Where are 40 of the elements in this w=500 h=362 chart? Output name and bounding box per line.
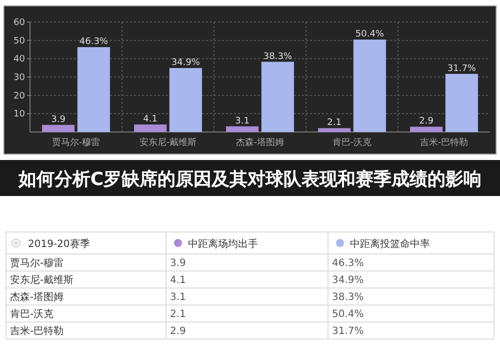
text: 2.1 [170,309,186,320]
text: 50.4% [332,309,364,320]
text: 46.3% [332,258,364,269]
data-label: 4.1 [143,114,158,124]
x-tick-label: 肯巴-沃克 [332,137,372,148]
category-label: 杰森-塔图姆 [10,292,64,303]
category-label: 安东尼-戴维斯 [10,275,74,286]
data-label: 46.3% [79,37,108,48]
text: 3.9 [170,258,186,269]
data-label: 2.1 [327,118,342,128]
data-label: 2.9 [419,116,434,127]
data-label: 50.4% [355,30,384,40]
data-label: 3.1 [235,116,250,126]
category-label: 贾马尔-穆雷 [10,258,64,269]
y-tick-label: 30 [14,73,26,83]
text: 34.9% [332,275,364,286]
legend-title: 2019-20赛季 [28,238,90,250]
legend-label: 中距离投篮命中率 [350,238,430,250]
text: 如何分析C罗缺席的原因及其对球队表现和赛季成绩的影响 [17,169,482,190]
legend-label: 中距离场均出手 [188,238,258,250]
data-label: 38.3% [263,52,292,62]
text: 2.9 [170,326,186,337]
y-tick-label: 40 [14,54,26,65]
data-label: 34.9% [171,58,200,68]
x-tick-label: 贾马尔-穆雷 [52,137,100,148]
text: 38.3% [332,292,364,303]
y-tick-label: 10 [14,110,26,120]
x-tick-label: 安东尼-戴维斯 [139,137,197,148]
category-label: 吉米-巴特勒 [10,326,64,337]
data-label: 3.9 [51,114,66,125]
y-tick-label: 60 [14,18,26,28]
text: 4.1 [170,275,186,286]
text: 31.7% [332,326,364,337]
category-label: 肯巴-沃克 [10,309,54,320]
y-tick-label: 20 [14,91,26,102]
text: 3.1 [170,292,186,303]
y-tick-label: 50 [14,36,26,46]
x-tick-label: 吉米-巴特勒 [420,137,468,148]
x-tick-label: 杰森-塔图姆 [236,137,284,148]
data-label: 31.7% [447,64,476,74]
